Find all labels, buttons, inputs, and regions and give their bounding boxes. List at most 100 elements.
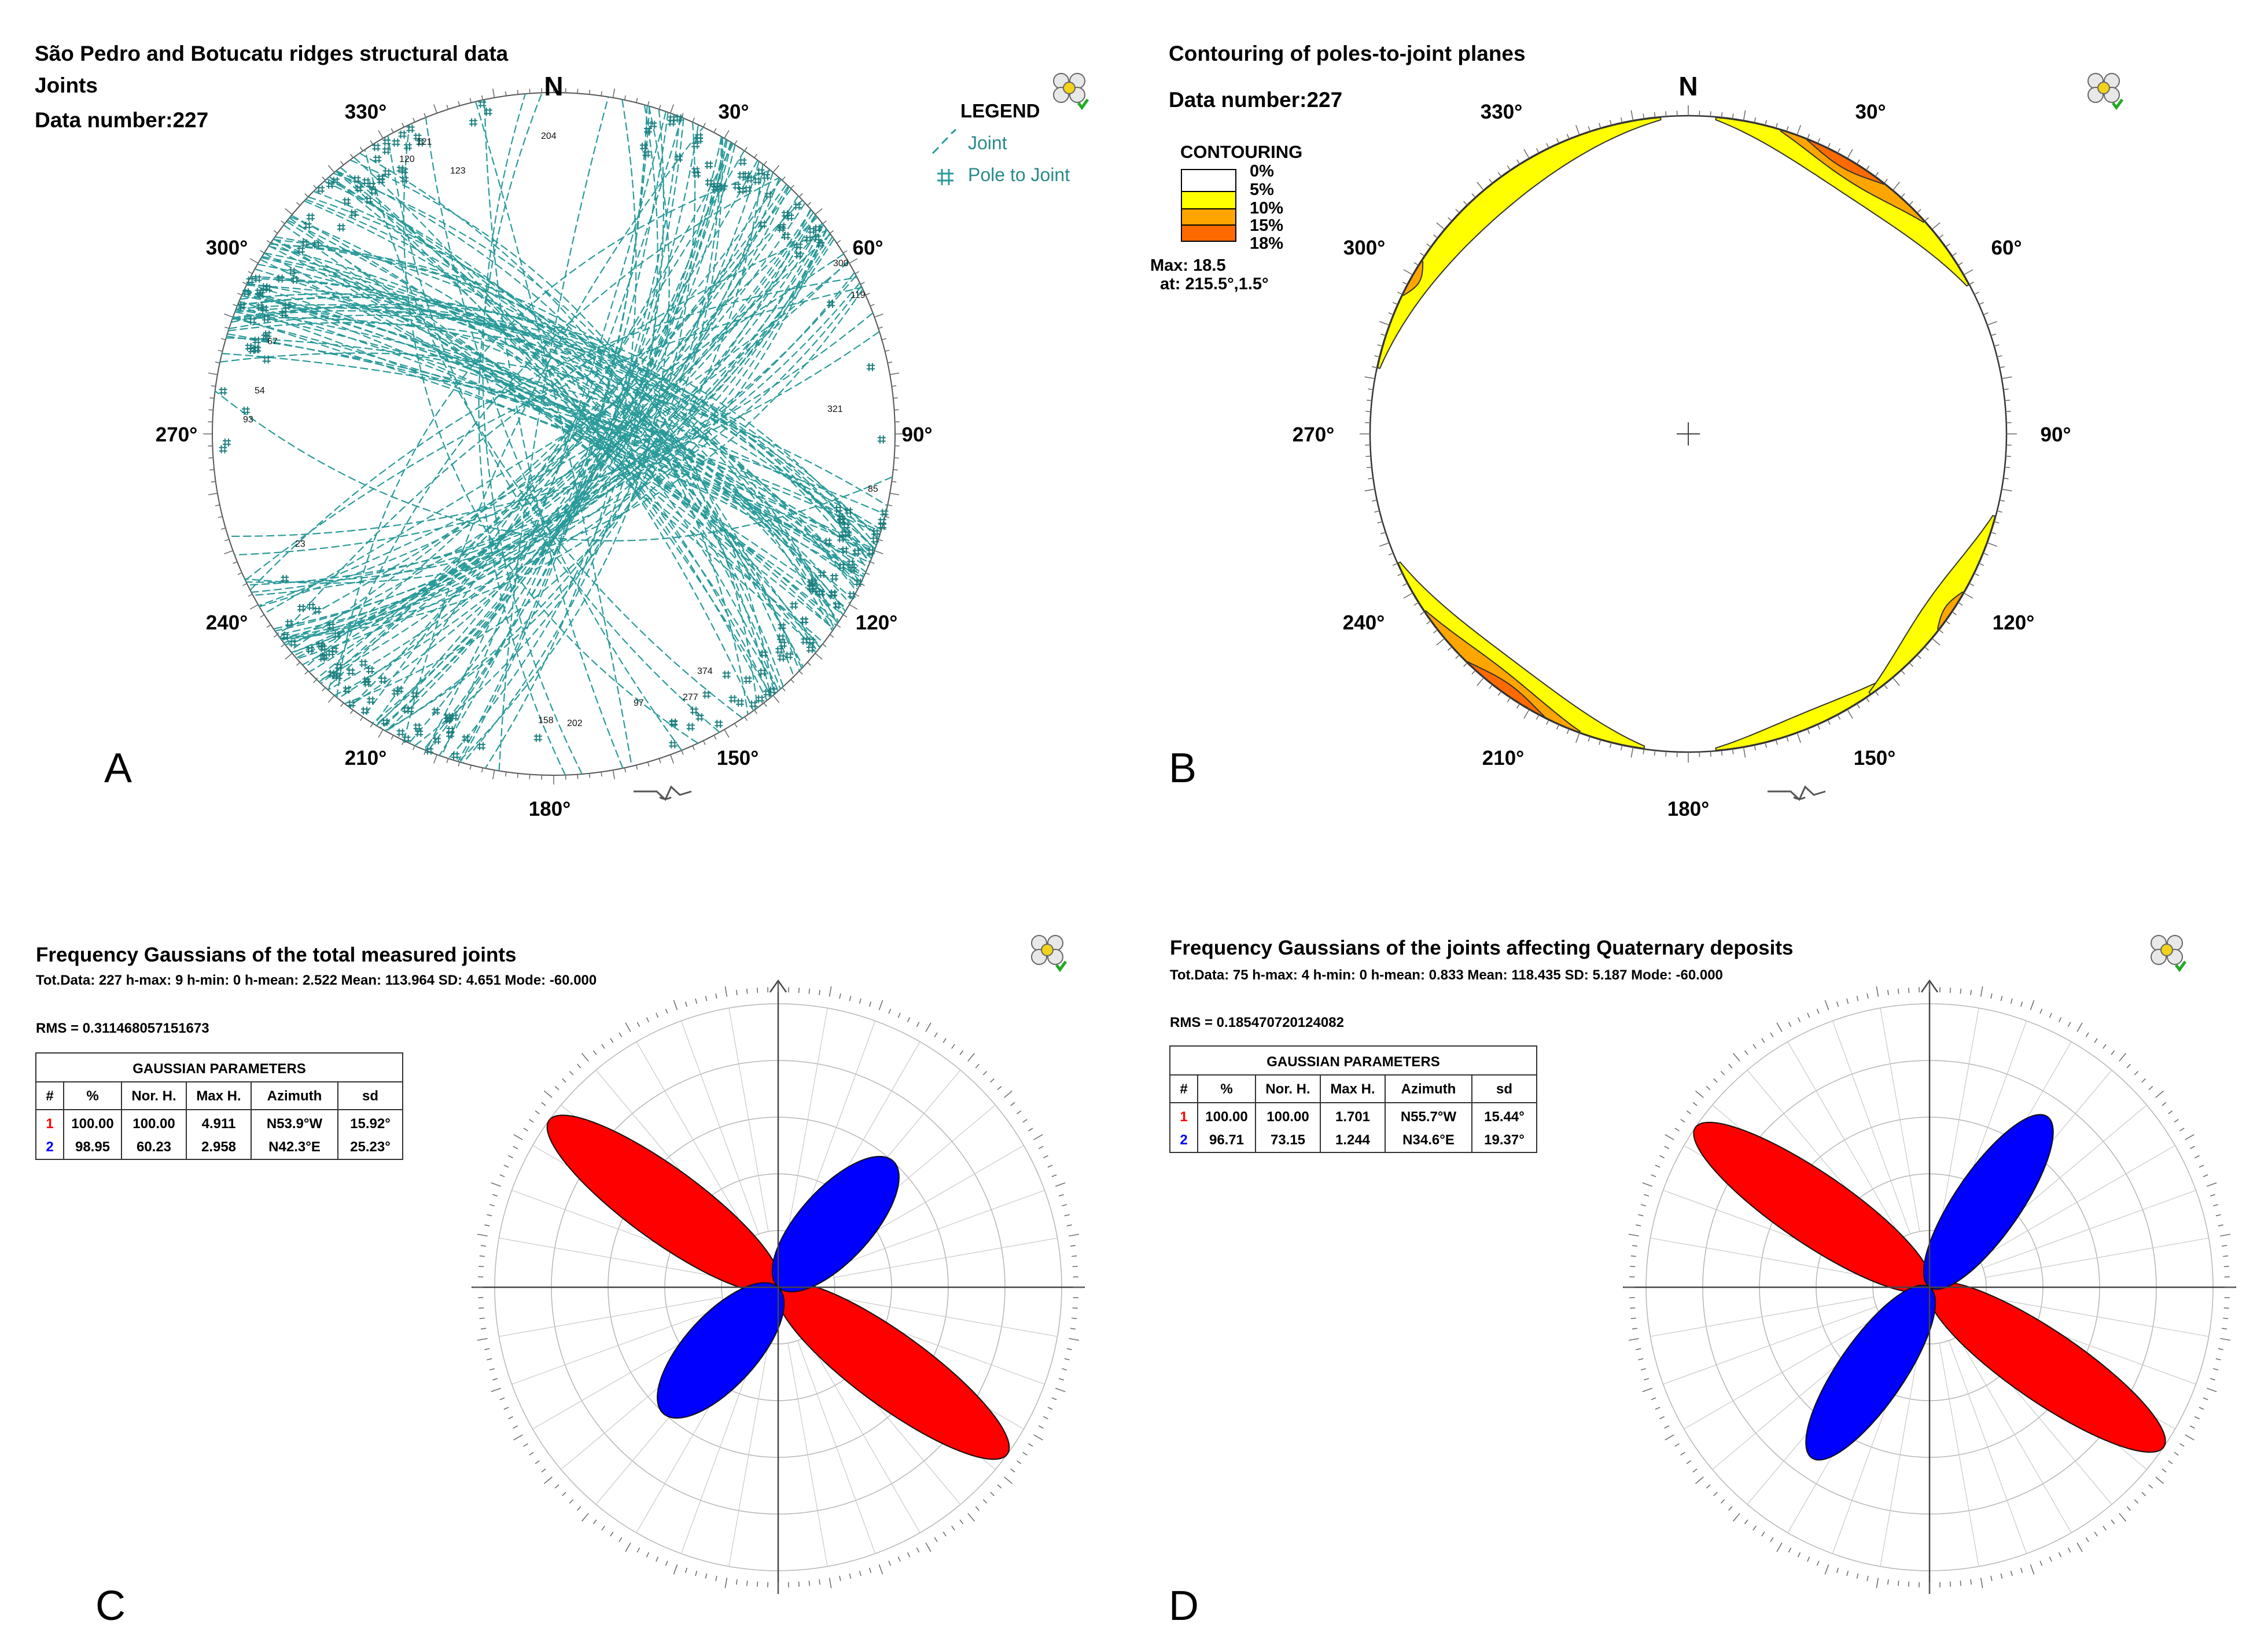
tick [424, 113, 426, 118]
tick [1372, 499, 1378, 502]
pole-marker [411, 690, 419, 699]
tick [1901, 193, 1905, 198]
rose-tick [1876, 1578, 1879, 1589]
panel-d-rms: RMS = 0.185470720124082 [1170, 1015, 1344, 1030]
rose-tick [1713, 1078, 1718, 1083]
tick [433, 104, 437, 113]
pole-marker [307, 602, 316, 611]
joint-great-circle [246, 283, 861, 585]
rose-tick [829, 986, 832, 997]
table-cell: 60.23 [137, 1139, 171, 1155]
joint-great-circle [414, 121, 696, 746]
pole-marker [406, 124, 415, 133]
tick [1588, 126, 1590, 132]
tick [1807, 728, 1810, 734]
table-cell: N42.3°E [268, 1139, 321, 1155]
tick [1938, 629, 1943, 634]
rose-tick [636, 1022, 640, 1027]
tick [1983, 553, 1989, 556]
pole-marker [349, 209, 358, 218]
pole-marker [848, 591, 856, 599]
tick [1448, 646, 1452, 651]
tick [1546, 143, 1549, 148]
point-label: 67 [267, 337, 278, 347]
rose-spoke [1880, 1343, 1920, 1567]
rose-tick [577, 1506, 581, 1511]
rose-tick [2174, 1452, 2179, 1456]
tick [1924, 646, 1929, 651]
rose-tick [1659, 1416, 1665, 1420]
rose-spoke [1939, 1343, 1979, 1567]
pole-marker [813, 234, 822, 242]
rose-tick [819, 989, 820, 996]
contour-5pct [1376, 116, 1662, 369]
tick [266, 240, 271, 244]
table-header-cell: % [86, 1088, 98, 1104]
pole-marker [400, 175, 409, 184]
tick [670, 104, 674, 113]
rose-tick [839, 1575, 841, 1581]
pole-marker [777, 224, 786, 233]
rose-tick [2126, 1063, 2131, 1069]
rose-tick [1028, 1128, 1033, 1132]
rose-tick [878, 1000, 883, 1011]
tick [349, 153, 354, 159]
rose-tick [1776, 1022, 1783, 1032]
rose-tick [2162, 1468, 2167, 1473]
tick [1847, 709, 1853, 719]
tick [624, 767, 627, 773]
tick [577, 89, 579, 94]
tick [359, 716, 363, 721]
tick [517, 90, 519, 95]
table-header-cell: # [46, 1088, 53, 1104]
joint-great-circle [262, 256, 846, 612]
tick [260, 250, 265, 253]
tick [1892, 677, 1900, 686]
pole-marker [219, 387, 227, 396]
rose-tick [967, 1513, 975, 1522]
rose-tick [2094, 1038, 2098, 1043]
rose-tick [1066, 1348, 1072, 1350]
tick [322, 176, 326, 181]
contour-legend-title: CONTOURING [1180, 142, 1302, 162]
rose-tick [673, 1564, 678, 1575]
point-label: 85 [868, 484, 878, 494]
contour-10pct [1936, 591, 1964, 631]
rose-tick [618, 1537, 623, 1542]
tick [1909, 662, 1913, 667]
rose-tick [656, 1012, 659, 1018]
pole-marker [319, 643, 327, 652]
panel-a-dir-240: 240° [206, 612, 248, 634]
pole-marker [415, 728, 424, 737]
joint-great-circle [280, 229, 828, 639]
tick [1379, 321, 1390, 326]
tick [1556, 724, 1559, 730]
pole-marker [818, 570, 827, 579]
tick [1917, 654, 1921, 659]
tick [772, 695, 780, 703]
tick [713, 128, 717, 133]
rose-tick [967, 1053, 975, 1062]
panel-d-stats: Tot.Data: 75 h-max: 4 h-min: 0 h-mean: 0… [1170, 967, 1723, 983]
pole-marker [871, 536, 879, 544]
rose-tick [1043, 1416, 1048, 1420]
joint-great-circle [279, 229, 828, 639]
rose-tick [878, 1564, 883, 1575]
contour-swatch-10 [1181, 208, 1236, 226]
joint-great-circle [403, 127, 704, 741]
rose-tick [491, 1182, 502, 1187]
rose-tick [656, 1556, 659, 1562]
table-cell: N53.9°W [267, 1116, 323, 1132]
pole-marker [260, 305, 269, 314]
rose-tick [1665, 1434, 1674, 1441]
tick [1775, 123, 1778, 128]
table-cell: 100.00 [1266, 1109, 1309, 1125]
pole-marker [642, 149, 651, 158]
rose-spoke [806, 1336, 921, 1533]
flower-icon [2087, 73, 2124, 111]
rose-tick [562, 1491, 566, 1497]
pole-marker [790, 601, 798, 610]
pole-marker [241, 406, 250, 415]
pole-marker [392, 688, 400, 697]
rose-tick [916, 1022, 920, 1027]
